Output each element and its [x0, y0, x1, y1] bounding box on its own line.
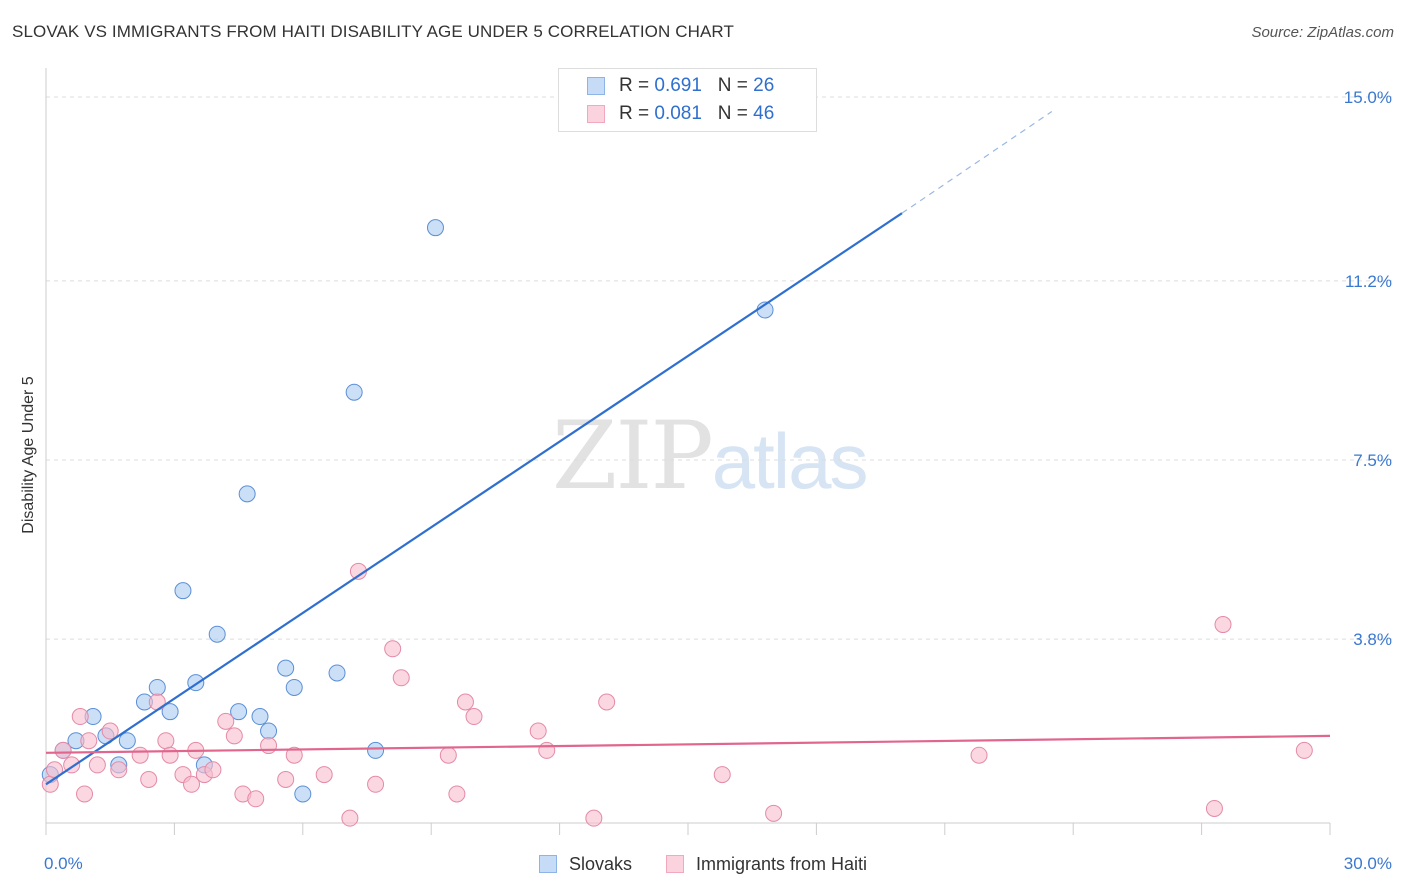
- point-slovaks: [251, 708, 269, 726]
- y-tick-label: 11.2%: [1345, 272, 1392, 291]
- trendline-haiti: [45, 734, 1331, 754]
- legend-r-value: 0.691: [654, 75, 702, 96]
- y-tick-label: 7.5%: [1353, 451, 1392, 470]
- point-haiti: [183, 775, 201, 793]
- trendline-slovaks-extension: [901, 111, 1053, 214]
- point-slovaks: [260, 722, 278, 740]
- point-haiti: [456, 693, 474, 711]
- point-haiti: [161, 746, 179, 764]
- point-haiti: [538, 741, 556, 759]
- y-tick-label: 15.0%: [1344, 88, 1392, 107]
- point-haiti: [101, 722, 119, 740]
- point-haiti: [88, 756, 106, 774]
- point-haiti: [277, 770, 295, 788]
- point-haiti: [285, 746, 303, 764]
- point-haiti: [1295, 741, 1313, 759]
- legend-n-value: 26: [753, 75, 775, 96]
- point-haiti: [765, 804, 783, 822]
- legend-r-label: R =: [619, 103, 650, 124]
- legend-n-label: N =: [717, 103, 748, 124]
- point-slovaks: [367, 741, 385, 759]
- point-haiti: [54, 741, 72, 759]
- point-haiti: [585, 809, 603, 827]
- point-haiti: [140, 770, 158, 788]
- legend-row-haiti: R = 0.081 N = 46: [587, 102, 774, 126]
- y-tick-label: 3.8%: [1353, 630, 1392, 649]
- x-tick-label: 0.0%: [44, 854, 83, 873]
- legend-swatch-slovaks: [538, 855, 557, 873]
- legend-r-value: 0.081: [654, 103, 702, 124]
- point-haiti: [204, 761, 222, 779]
- legend-swatch-haiti: [666, 855, 684, 873]
- point-haiti: [598, 693, 616, 711]
- source-label: Source: ZipAtlas.com: [1251, 24, 1394, 41]
- point-slovaks: [345, 383, 363, 401]
- point-haiti: [110, 761, 128, 779]
- point-slovaks: [238, 485, 256, 503]
- point-slovaks: [328, 664, 346, 682]
- point-haiti: [76, 785, 94, 803]
- legend-n-value: 46: [753, 103, 775, 124]
- point-haiti: [1214, 616, 1232, 634]
- point-haiti: [384, 640, 402, 658]
- point-haiti: [529, 722, 547, 740]
- point-haiti: [225, 727, 243, 745]
- point-slovaks: [118, 732, 136, 750]
- point-slovaks: [174, 582, 192, 600]
- point-haiti: [713, 766, 731, 784]
- x-tick-label: 30.0%: [1344, 854, 1392, 873]
- point-haiti: [71, 708, 89, 726]
- chart-title: SLOVAK VS IMMIGRANTS FROM HAITI DISABILI…: [12, 22, 734, 41]
- legend-item-slovaks[interactable]: Slovaks: [538, 851, 632, 877]
- point-haiti: [392, 669, 410, 687]
- point-haiti: [367, 775, 385, 793]
- point-slovaks: [208, 625, 226, 643]
- point-haiti: [217, 712, 235, 730]
- legend-r-label: R =: [619, 75, 650, 96]
- point-haiti: [1205, 799, 1223, 817]
- point-haiti: [247, 790, 265, 808]
- point-slovaks: [148, 678, 166, 696]
- point-slovaks: [161, 703, 179, 721]
- point-haiti: [465, 708, 483, 726]
- point-haiti: [315, 766, 333, 784]
- legend-label-slovaks: Slovaks: [568, 853, 632, 874]
- point-haiti: [341, 809, 359, 827]
- point-haiti: [439, 746, 457, 764]
- legend-label-haiti: Immigrants from Haiti: [696, 853, 868, 874]
- series-legend: Slovaks Immigrants from Haiti: [0, 851, 1406, 877]
- point-slovaks: [230, 703, 248, 721]
- point-haiti: [131, 746, 149, 764]
- point-slovaks: [285, 678, 303, 696]
- point-haiti: [448, 785, 466, 803]
- legend-swatch-haiti: [587, 105, 605, 123]
- point-haiti: [80, 732, 98, 750]
- legend-item-haiti[interactable]: Immigrants from Haiti: [666, 851, 867, 877]
- trendline-slovaks: [45, 212, 903, 786]
- point-haiti: [260, 737, 278, 755]
- stats-legend: R = 0.691 N = 26 R = 0.081 N = 46: [558, 68, 817, 132]
- point-slovaks: [294, 785, 312, 803]
- point-slovaks: [426, 219, 444, 237]
- legend-n-label: N =: [717, 75, 748, 96]
- legend-swatch-slovaks: [587, 77, 605, 95]
- legend-row-slovaks: R = 0.691 N = 26: [587, 74, 774, 98]
- point-haiti: [157, 732, 175, 750]
- point-slovaks: [277, 659, 295, 677]
- point-haiti: [970, 746, 988, 764]
